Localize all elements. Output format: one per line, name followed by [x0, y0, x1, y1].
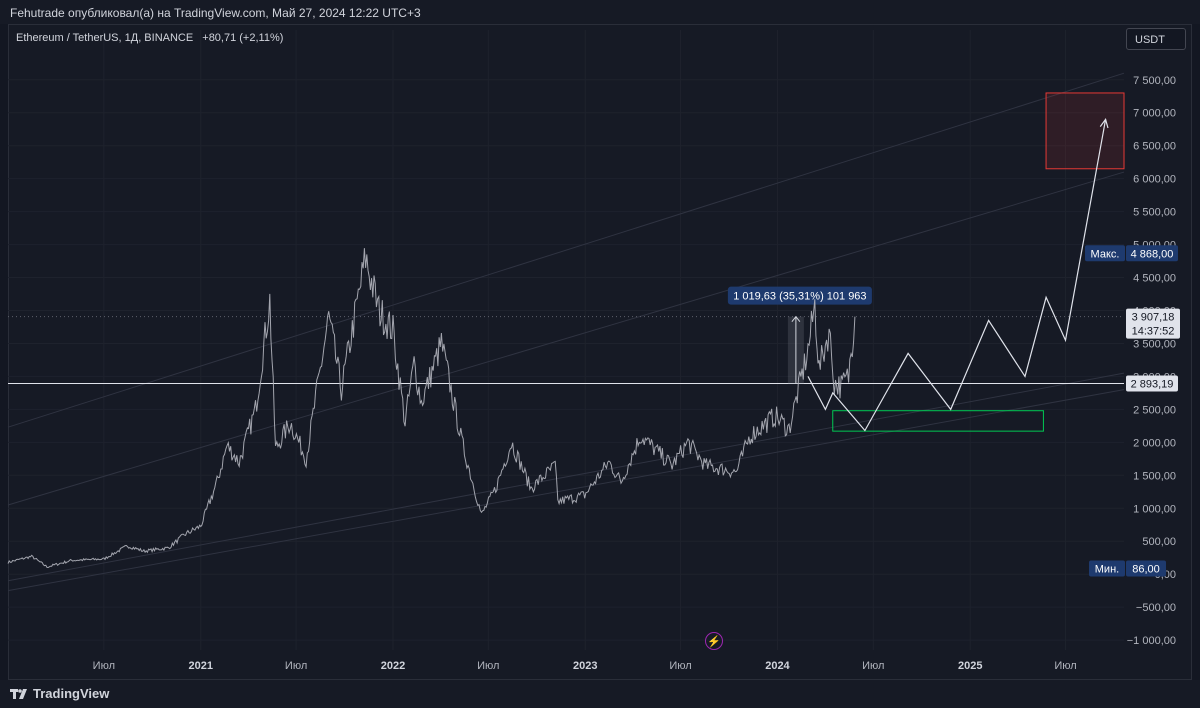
projection-path[interactable]	[807, 117, 1109, 432]
y-tick-label: 6 000,00	[1133, 174, 1176, 186]
symbol-legend[interactable]: Ethereum / TetherUS, 1Д, BINANCE +80,71 …	[16, 32, 283, 44]
trend-line	[7, 372, 1125, 582]
measure-label-bg	[727, 286, 872, 305]
y-tick-label: 6 500,00	[1133, 141, 1176, 153]
x-tick-label: 2023	[573, 660, 597, 672]
level-price-badge-bg	[1126, 375, 1178, 392]
lightning-icon[interactable]: ⚡	[705, 632, 723, 650]
y-tick-label: −500,00	[1136, 602, 1176, 614]
countdown-badge: 14:37:52	[1132, 326, 1175, 338]
level-price-badge: 2 893,19	[1131, 378, 1174, 390]
tradingview-logo-icon	[10, 688, 27, 699]
y-tick-label: 2 500,00	[1133, 404, 1176, 416]
projection-arrow-head	[1099, 117, 1109, 129]
symbol-change: +80,71 (+2,11%)	[202, 32, 284, 44]
y-tick-label: 2 000,00	[1133, 437, 1176, 449]
projection-line	[807, 119, 1107, 432]
x-tick-label: 2021	[189, 660, 213, 672]
x-tick-label: Июл	[285, 660, 307, 672]
trend-line	[7, 389, 1125, 592]
min-value-badge-bg	[1126, 560, 1166, 577]
x-tick-label: 2022	[381, 660, 405, 672]
x-tick-label: Июл	[862, 660, 884, 672]
time-axis[interactable]: Июл 2021 Июл 2022 Июл 2023 Июл 2024 Июл 2025 Июл	[93, 660, 1077, 672]
max-value-badge: 4 868,00	[1131, 248, 1174, 260]
y-tick-label: 4 500,00	[1133, 273, 1176, 285]
tradingview-logo[interactable]: TradingView	[10, 686, 109, 701]
brand-name: TradingView	[33, 686, 110, 701]
x-tick-label: Июл	[93, 660, 115, 672]
x-tick-label: 2025	[958, 660, 982, 672]
last-price-badge: 3 907,18	[1132, 312, 1175, 324]
y-tick-label: 500,00	[1142, 536, 1176, 548]
trend-line	[7, 171, 1125, 506]
y-tick-label: 1 500,00	[1133, 470, 1176, 482]
y-tick-label: −1 000,00	[1127, 635, 1176, 647]
y-tick-label: 7 500,00	[1133, 75, 1176, 87]
currency-button[interactable]: USDT	[1126, 28, 1186, 50]
x-tick-label: Июл	[669, 660, 691, 672]
publish-info-text: Fehutrade опубликовал(а) на TradingView.…	[10, 6, 421, 20]
target-zone-box	[1045, 92, 1125, 170]
trend-line	[7, 72, 1125, 428]
y-tick-label: 1 000,00	[1133, 503, 1176, 515]
price-line	[7, 248, 856, 569]
chart-panel[interactable]	[8, 24, 1192, 680]
price-range-measure[interactable]: 1 019,63 (35,31%) 101 963	[727, 286, 872, 384]
y-tick-label: 5 500,00	[1133, 207, 1176, 219]
y-tick-label: 3 500,00	[1133, 338, 1176, 350]
trend-channel-lines[interactable]	[7, 72, 1125, 592]
support-zone-box	[832, 410, 1044, 432]
y-tick-label: 7 000,00	[1133, 108, 1176, 120]
x-tick-label: Июл	[1054, 660, 1076, 672]
measure-arrow-head	[791, 315, 801, 322]
max-value-badge-bg	[1126, 245, 1178, 262]
measure-label: 1 019,63 (35,31%) 101 963	[733, 291, 866, 303]
max-label: Макс.	[1091, 248, 1120, 260]
zones[interactable]	[832, 92, 1125, 432]
min-label: Мин.	[1095, 564, 1119, 576]
footer	[0, 680, 1200, 708]
x-tick-label: 2024	[765, 660, 790, 672]
publish-header: Fehutrade опубликовал(а) на TradingView.…	[0, 0, 1200, 24]
symbol-name: Ethereum / TetherUS, 1Д, BINANCE	[16, 32, 194, 44]
price-series	[7, 248, 856, 569]
axis-badges: Макс. 4 868,00 Мин. 86,00 2 893,19 3 907,18 14…	[1085, 245, 1180, 577]
horizontal-level[interactable]	[8, 316, 1124, 384]
min-label-bg	[1089, 560, 1125, 577]
x-tick-label: Июл	[477, 660, 499, 672]
max-label-bg	[1085, 245, 1125, 262]
min-value-badge: 86,00	[1132, 564, 1160, 576]
last-price-badge-bg	[1126, 308, 1180, 339]
grid	[8, 30, 1124, 650]
